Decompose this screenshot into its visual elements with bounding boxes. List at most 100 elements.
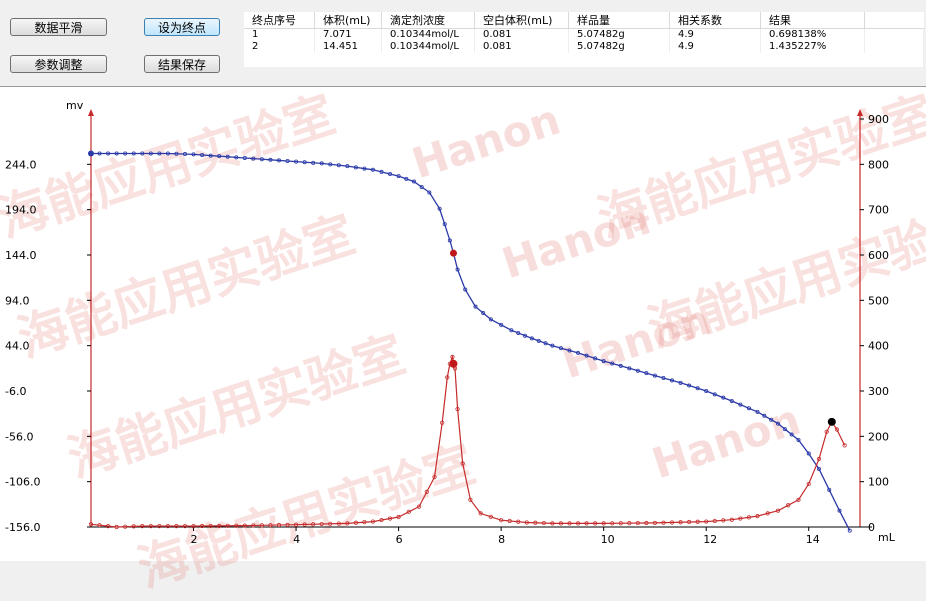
col-header-correlation[interactable]: 相关系数 (669, 12, 761, 29)
derivative-point (695, 519, 700, 524)
col-header-result[interactable]: 结果 (760, 12, 865, 29)
derivative-point (131, 524, 136, 529)
potential-point (550, 343, 555, 348)
derivative-point (302, 522, 307, 527)
table-row[interactable]: 2 14.451 0.10344mol/L 0.081 5.07482g 4.9… (244, 41, 924, 53)
derivative-point (601, 521, 606, 526)
derivative-point (285, 522, 290, 527)
derivative-point (721, 518, 726, 523)
set-endpoint-button[interactable]: 设为终点 (144, 18, 220, 36)
x-tick-label: 6 (396, 533, 403, 546)
derivative-point (242, 523, 247, 528)
col-header-titrant-conc[interactable]: 滴定剂浓度 (381, 12, 475, 29)
save-result-button[interactable]: 结果保存 (144, 55, 220, 73)
potential-point (217, 154, 222, 159)
derivative-point (635, 520, 640, 526)
derivative-point (157, 523, 162, 529)
col-header-volume[interactable]: 体积(mL) (314, 12, 382, 29)
right-y-tick-label: 0 (868, 521, 875, 534)
potential-point (353, 165, 358, 170)
potential-point (259, 157, 264, 162)
derivative-point (796, 497, 801, 502)
potential-point (644, 371, 649, 376)
potential-point (618, 363, 623, 368)
right-y-tick-label: 200 (868, 430, 889, 443)
potential-point (473, 304, 478, 309)
potential-point (370, 167, 375, 172)
derivative-point (755, 514, 760, 519)
derivative-point (225, 523, 230, 528)
start-marker (88, 150, 94, 157)
derivative-point (445, 375, 450, 380)
potential-point (234, 155, 239, 160)
derivative-point (842, 443, 847, 448)
x-tick-label: 4 (293, 533, 300, 546)
col-header-endpoint-no[interactable]: 终点序号 (244, 12, 315, 29)
potential-point (558, 346, 563, 351)
derivative-point (319, 521, 324, 527)
potential-point (148, 151, 153, 156)
derivative-point (311, 522, 316, 527)
right-y-tick-label: 500 (868, 294, 889, 307)
col-header-sample-amount[interactable]: 样品量 (568, 12, 670, 29)
derivative-point (336, 521, 341, 526)
potential-point (302, 160, 307, 165)
potential-point (463, 287, 468, 292)
chart-panel[interactable]: 海能应用实验室 海能应用实验室 海能应用实验室 海能应用实验室 海能应用实验室 … (0, 85, 926, 598)
potential-point (543, 341, 548, 346)
derivative-point (824, 429, 829, 434)
parameter-adjust-button[interactable]: 参数调整 (10, 55, 107, 73)
derivative-point (460, 461, 465, 466)
potential-point (584, 353, 589, 358)
endpoint-1-derivative-marker (449, 359, 458, 368)
results-table: 终点序号 体积(mL) 滴定剂浓度 空白体积(mL) 样品量 相关系数 结果 1… (244, 12, 924, 67)
potential-point (404, 176, 409, 181)
potential-point (523, 333, 528, 338)
derivative-point (652, 520, 658, 526)
col-header-blank-volume[interactable]: 空白体积(mL) (474, 12, 569, 29)
derivative-point (424, 489, 429, 494)
derivative-point (379, 517, 384, 523)
potential-point (97, 151, 102, 156)
right-y-tick-label: 900 (868, 113, 889, 126)
potential-point (796, 437, 801, 442)
derivative-point (276, 522, 282, 528)
table-row[interactable]: 1 7.071 0.10344mol/L 0.081 5.07482g 4.9 … (244, 28, 924, 41)
right-y-tick-label: 100 (868, 476, 889, 489)
derivative-point (251, 523, 256, 528)
derivative-point (88, 522, 94, 527)
left-y-tick-label: -156.0 (5, 521, 40, 534)
derivative-point (533, 520, 538, 525)
potential-point (746, 406, 751, 411)
potential-point (225, 154, 230, 159)
left-y-tick-label: 144.0 (5, 249, 37, 262)
x-tick-label: 10 (601, 533, 615, 546)
derivative-point (738, 516, 743, 521)
derivative-point (191, 523, 196, 529)
derivative-point (353, 520, 358, 525)
potential-point (208, 153, 213, 158)
derivative-point (328, 521, 333, 526)
potential-point (687, 383, 692, 388)
derivative-point (387, 516, 393, 521)
potential-point (499, 322, 504, 327)
derivative-point (417, 504, 422, 509)
right-y-tick-label: 300 (868, 385, 889, 398)
endpoint-markers (88, 150, 836, 426)
left-y-axis-label: mv (66, 99, 84, 112)
derivative-point (148, 523, 153, 529)
derivative-point (499, 518, 504, 523)
potential-point (131, 151, 136, 156)
x-tick-label: 12 (703, 533, 717, 546)
potential-point (789, 432, 794, 437)
right-y-axis-arrow (857, 109, 863, 116)
derivative-point (644, 520, 649, 526)
potential-point (837, 508, 842, 513)
smooth-data-button[interactable]: 数据平滑 (10, 18, 107, 36)
potential-point (576, 350, 581, 355)
derivative-point (450, 354, 455, 360)
potential-point (704, 388, 709, 393)
potential-point (661, 376, 666, 381)
endpoint-1-potential-marker (449, 249, 457, 257)
toolbar-area: 数据平滑 设为终点 参数调整 结果保存 终点序号 体积(mL) 滴定剂浓度 空白… (0, 0, 926, 80)
